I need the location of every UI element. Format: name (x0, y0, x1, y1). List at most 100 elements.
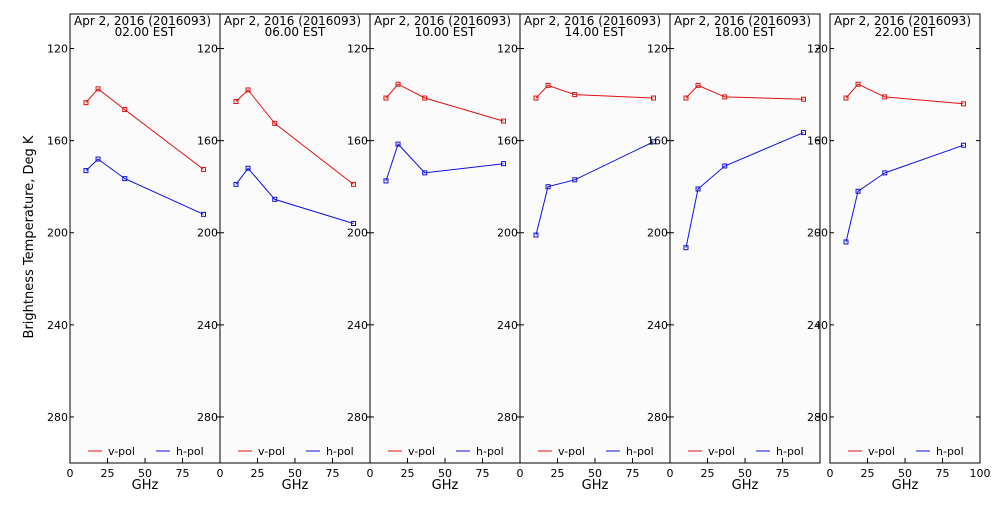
x-tick-label: 0 (667, 467, 674, 480)
data-point-h-pol (422, 170, 428, 176)
data-point-v-pol (695, 82, 701, 88)
panel-4: Apr 2, 2016 (2016093)14.00 EST 280 240 200 1… (497, 13, 671, 493)
panel-frame (219, 13, 371, 464)
x-tick-label: 50 (438, 467, 452, 480)
y-tick-label: 120 (47, 43, 68, 56)
data-point-h-pol (801, 130, 806, 136)
legend-label-v-pol: v-pol (868, 445, 895, 458)
y-tick-label: 280 (647, 411, 668, 424)
y-tick-label: 200 (197, 227, 218, 240)
series-line-v-pol (385, 83, 504, 122)
y-tick-label: 160 (47, 135, 68, 148)
y-tick-label: 160 (647, 135, 668, 148)
panel-subtitle: 06.00 EST (265, 25, 326, 39)
data-point-v-pol (272, 120, 278, 126)
x-tick-label: 50 (738, 467, 752, 480)
data-point-h-pol (651, 139, 656, 145)
x-tick-label: 50 (138, 467, 152, 480)
data-point-h-pol (201, 211, 206, 217)
y-tick-label: 240 (497, 319, 518, 332)
series-line-h-pol (535, 141, 654, 236)
y-tick-label: 160 (497, 135, 518, 148)
data-point-v-pol (95, 86, 101, 92)
x-tick-label: 75 (476, 467, 490, 480)
y-tick-label: 120 (347, 43, 368, 56)
x-tick-label: 75 (326, 467, 340, 480)
panel-title: Apr 2, 2016 (2016093) (674, 14, 811, 28)
data-point-v-pol (83, 100, 89, 106)
x-tick-label: 75 (626, 467, 640, 480)
data-point-h-pol (961, 142, 966, 148)
series-line-v-pol (685, 84, 804, 100)
panel-title: Apr 2, 2016 (2016093) (224, 14, 361, 28)
data-point-v-pol (351, 181, 356, 187)
x-tick-label: 0 (517, 467, 524, 480)
x-tick-label: 75 (936, 467, 950, 480)
legend-label-h-pol: h-pol (776, 445, 804, 458)
data-point-h-pol (95, 156, 101, 162)
data-point-v-pol (855, 81, 861, 87)
data-point-v-pol (722, 94, 728, 100)
y-tick-label: 120 (197, 43, 218, 56)
data-point-v-pol (882, 94, 888, 100)
data-point-h-pol (383, 178, 389, 184)
x-tick-label: 50 (588, 467, 602, 480)
panel-subtitle: 22.00 EST (875, 25, 936, 39)
x-tick-label: 75 (176, 467, 190, 480)
y-tick-label: 240 (807, 319, 828, 332)
data-point-v-pol (843, 95, 849, 101)
data-point-h-pol (501, 161, 506, 167)
y-axis-label: Brightness Temperature, Deg K (22, 135, 37, 338)
panel-frame (369, 13, 521, 464)
legend-label-v-pol: v-pol (558, 445, 585, 458)
data-point-v-pol (122, 107, 128, 113)
y-tick-label: 240 (197, 319, 218, 332)
y-tick-label: 120 (807, 43, 828, 56)
y-tick-label: 280 (197, 411, 218, 424)
y-tick-label: 240 (647, 319, 668, 332)
data-point-h-pol (233, 181, 239, 187)
panel-frame (829, 13, 981, 464)
panel-subtitle: 02.00 EST (115, 25, 176, 39)
y-tick-label: 160 (807, 135, 828, 148)
y-tick-label: 200 (807, 227, 828, 240)
x-tick-label: 75 (776, 467, 790, 480)
panel-title: Apr 2, 2016 (2016093) (834, 14, 971, 28)
series-line-h-pol (685, 132, 804, 248)
data-point-h-pol (855, 188, 861, 194)
panel-frame (669, 13, 821, 464)
legend-label-h-pol: h-pol (626, 445, 654, 458)
legend-label-v-pol: v-pol (708, 445, 735, 458)
panel-title: Apr 2, 2016 (2016093) (74, 14, 211, 28)
data-point-h-pol (83, 168, 89, 174)
x-tick-label: 25 (401, 467, 415, 480)
series-line-v-pol (85, 88, 204, 170)
data-point-v-pol (422, 95, 428, 101)
panel-subtitle: 10.00 EST (415, 25, 476, 39)
series-line-h-pol (85, 158, 204, 215)
x-tick-label: 50 (288, 467, 302, 480)
legend-label-h-pol: h-pol (326, 445, 354, 458)
panel-1: Apr 2, 2016 (2016093)02.00 EST 280 240 200 1… (47, 13, 221, 493)
data-point-h-pol (533, 232, 539, 238)
panel-title: Apr 2, 2016 (2016093) (524, 14, 661, 28)
x-tick-label: 0 (67, 467, 74, 480)
data-point-v-pol (201, 166, 206, 172)
data-point-v-pol (801, 96, 806, 102)
data-point-v-pol (501, 118, 506, 124)
data-point-h-pol (882, 170, 888, 176)
data-point-h-pol (351, 221, 356, 227)
series-line-v-pol (845, 83, 964, 105)
panel-3: Apr 2, 2016 (2016093)10.00 EST 280 240 200 1… (347, 13, 521, 493)
data-point-v-pol (651, 95, 656, 101)
y-tick-label: 160 (347, 135, 368, 148)
legend-label-v-pol: v-pol (408, 445, 435, 458)
data-point-h-pol (722, 163, 728, 169)
y-tick-label: 240 (347, 319, 368, 332)
x-tick-label: 0 (367, 467, 374, 480)
y-tick-label: 120 (647, 43, 668, 56)
series-line-v-pol (535, 84, 654, 99)
y-tick-label: 280 (47, 411, 68, 424)
x-tick-label: 25 (101, 467, 115, 480)
